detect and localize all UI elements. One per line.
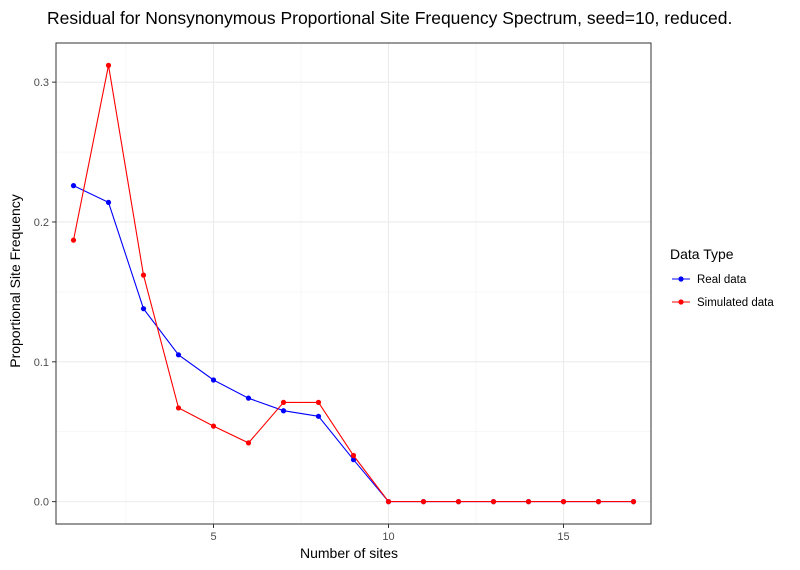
legend-key-point: [678, 299, 684, 305]
data-point-simulated-data: [210, 423, 217, 429]
data-point-real-data: [315, 413, 322, 419]
data-point-simulated-data: [315, 399, 322, 405]
data-point-simulated-data: [560, 499, 567, 505]
data-point-simulated-data: [455, 499, 462, 505]
legend-item-simulated-data: Simulated data: [672, 297, 774, 309]
data-point-real-data: [280, 408, 287, 414]
legend-label: Simulated data: [697, 297, 774, 309]
data-point-real-data: [245, 395, 252, 401]
data-point-simulated-data: [280, 399, 287, 405]
data-point-simulated-data: [70, 237, 77, 243]
x-tick-label: 5: [210, 531, 216, 543]
legend-label: Real data: [697, 274, 747, 286]
x-tick-label: 10: [382, 531, 394, 543]
data-point-simulated-data: [385, 499, 392, 505]
data-point-simulated-data: [525, 499, 532, 505]
data-point-simulated-data: [175, 405, 182, 411]
data-point-real-data: [350, 457, 357, 463]
data-point-simulated-data: [350, 452, 357, 459]
data-point-real-data: [105, 199, 112, 206]
data-point-simulated-data: [420, 499, 427, 505]
grid: [56, 43, 652, 524]
y-axis-title: Proportional Site Frequency: [7, 194, 23, 368]
axis-ticks: 0.0 0.1 0.2 0.3 5 10 15: [34, 77, 570, 543]
data-point-simulated-data: [105, 62, 112, 68]
legend-title: Data Type: [670, 246, 734, 262]
legend-key-point: [678, 276, 684, 282]
series-simulated-data: [70, 62, 637, 505]
data-point-real-data: [140, 306, 147, 312]
data-point-simulated-data: [595, 499, 602, 505]
data-point-simulated-data: [245, 440, 252, 446]
legend: Data Type Real data Simulated data: [670, 246, 774, 309]
data-point-simulated-data: [630, 499, 637, 505]
y-tick-label: 0.3: [34, 77, 49, 89]
series-line-simulated-data: [72, 65, 634, 503]
plot-series: [70, 62, 637, 505]
data-point-simulated-data: [490, 499, 497, 505]
legend-item-real-data: Real data: [672, 274, 747, 286]
data-point-real-data: [70, 183, 77, 189]
data-point-real-data: [210, 377, 217, 383]
data-point-simulated-data: [140, 272, 147, 278]
x-axis-title: Number of sites: [300, 545, 398, 561]
plot-panel-border: [55, 42, 652, 525]
chart-title: Residual for Nonsynonymous Proportional …: [47, 8, 732, 28]
y-tick-label: 0.1: [34, 357, 49, 369]
x-tick-label: 15: [557, 531, 569, 543]
y-tick-label: 0.0: [34, 497, 49, 509]
y-tick-label: 0.2: [34, 217, 49, 229]
data-point-real-data: [175, 352, 182, 358]
